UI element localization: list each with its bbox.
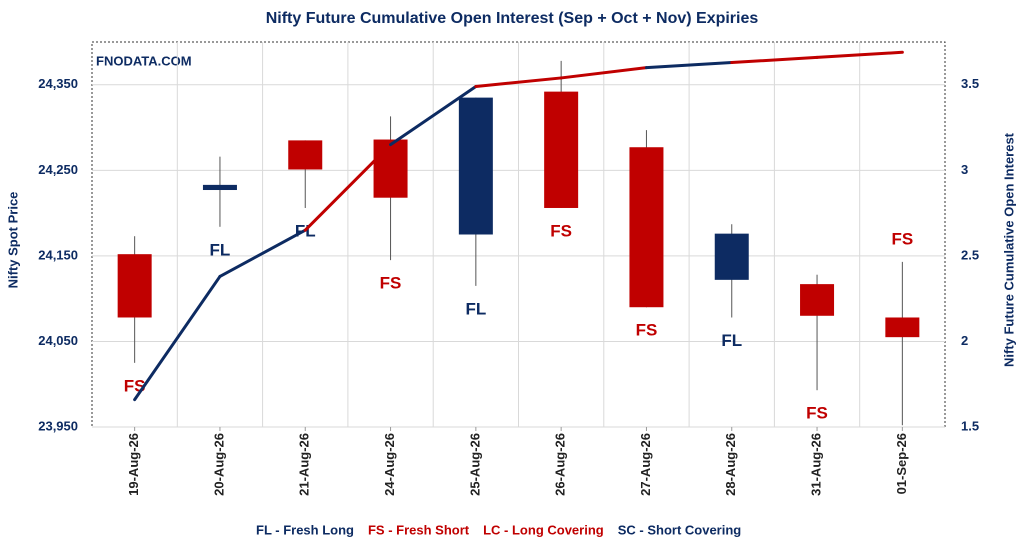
legend-entry: FL - Fresh Long [256,522,354,537]
candle-body [800,284,835,316]
y-tick-label: 23,950 [38,418,78,433]
x-tick-label: 26-Aug-26 [553,433,568,496]
oi-line-segment [389,84,478,147]
y-tick-label: 24,350 [38,76,78,91]
candle-body [458,97,493,235]
oi-line-segment [644,61,734,70]
candle-body [288,140,323,170]
chart-title: Nifty Future Cumulative Open Interest (S… [266,10,759,27]
signal-label: FS [124,376,146,395]
signal-label: FL [721,331,742,350]
signal-label: FS [380,274,402,293]
x-tick-label: 20-Aug-26 [211,433,226,496]
x-tick-label: 27-Aug-26 [638,433,653,496]
legend-entry: SC - Short Covering [618,522,742,537]
oi-line-segment [815,50,904,59]
signal-label: FS [806,404,828,423]
y-tick-label: 24,250 [38,162,78,177]
signal-label: FS [636,321,658,340]
y2-tick-label: 3 [961,162,968,177]
candle-body [373,139,408,198]
candle-body [202,184,237,191]
signal-label: FL [210,240,231,259]
candle-body [629,147,664,308]
oi-line-segment [303,143,393,232]
oi-line-segment [133,274,222,402]
candle-body [885,317,920,338]
oi-line-segment [730,55,819,65]
x-tick-label: 01-Sep-26 [894,433,909,494]
signal-label: FS [550,221,572,240]
oi-line-segment [474,76,563,88]
candle-body [117,254,152,318]
candle-body [714,233,749,280]
y2-tick-label: 3.5 [961,76,979,91]
y-tick-label: 24,050 [38,333,78,348]
y2-tick-label: 2.5 [961,247,979,262]
x-tick-label: 21-Aug-26 [297,433,312,496]
y2-tick-label: 1.5 [961,418,979,433]
x-tick-label: 25-Aug-26 [467,433,482,496]
x-tick-label: 28-Aug-26 [723,433,738,496]
x-tick-label: 24-Aug-26 [382,433,397,496]
legend-entry: LC - Long Covering [483,522,604,537]
candle-body [544,91,579,208]
x-tick-label: 19-Aug-26 [126,433,141,496]
y2-tick-label: 2 [961,333,968,348]
y-axis-label: Nifty Spot Price [5,192,20,289]
y2-axis-label: Nifty Future Cumulative Open Interest [1001,132,1016,367]
x-tick-label: 31-Aug-26 [808,433,823,496]
legend-entry: FS - Fresh Short [368,522,470,537]
signal-label: FL [465,299,486,318]
y-tick-label: 24,150 [38,247,78,262]
oi-line-segment [559,66,648,80]
watermark: FNODATA.COM [96,53,192,68]
oi-line-segment [218,228,307,278]
signal-label: FS [891,229,913,248]
